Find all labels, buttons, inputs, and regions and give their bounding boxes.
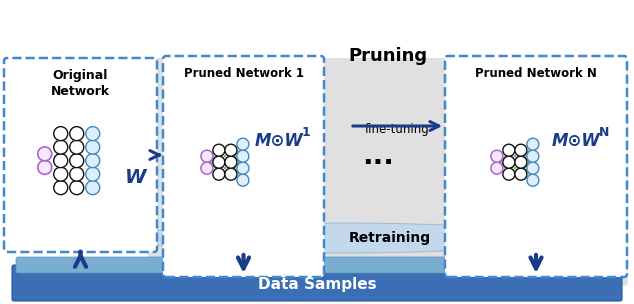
Circle shape	[491, 162, 503, 174]
Text: M⊙W: M⊙W	[255, 132, 304, 150]
Circle shape	[38, 161, 52, 174]
Text: Pruning: Pruning	[349, 47, 427, 65]
Circle shape	[527, 138, 539, 150]
Circle shape	[515, 144, 527, 156]
Circle shape	[201, 150, 213, 162]
Circle shape	[70, 181, 84, 195]
Text: fine-tuning: fine-tuning	[365, 123, 429, 136]
Circle shape	[213, 156, 225, 168]
Circle shape	[86, 154, 100, 168]
Circle shape	[503, 168, 515, 180]
FancyBboxPatch shape	[445, 56, 627, 277]
Circle shape	[70, 154, 84, 168]
Circle shape	[38, 147, 52, 161]
Circle shape	[527, 174, 539, 186]
Circle shape	[54, 167, 68, 181]
Circle shape	[86, 181, 100, 195]
Circle shape	[213, 168, 225, 180]
FancyBboxPatch shape	[16, 257, 618, 273]
FancyBboxPatch shape	[163, 56, 324, 277]
Circle shape	[515, 168, 527, 180]
Circle shape	[201, 162, 213, 174]
Circle shape	[503, 156, 515, 168]
Circle shape	[225, 156, 237, 168]
Text: N: N	[599, 126, 610, 139]
Circle shape	[515, 156, 527, 168]
Text: Original
Network: Original Network	[51, 69, 110, 98]
Circle shape	[54, 127, 68, 141]
Circle shape	[527, 150, 539, 162]
Circle shape	[54, 154, 68, 168]
Ellipse shape	[130, 223, 550, 253]
Text: Pruned Network 1: Pruned Network 1	[183, 67, 304, 80]
Text: Data Samples: Data Samples	[257, 277, 377, 292]
Circle shape	[70, 140, 84, 154]
Text: Pruned Network N: Pruned Network N	[475, 67, 597, 80]
Circle shape	[225, 168, 237, 180]
Circle shape	[503, 144, 515, 156]
Circle shape	[491, 150, 503, 162]
FancyBboxPatch shape	[148, 58, 628, 286]
FancyBboxPatch shape	[4, 58, 157, 252]
Text: 1: 1	[302, 126, 311, 139]
Circle shape	[527, 162, 539, 174]
Circle shape	[237, 174, 249, 186]
Circle shape	[225, 144, 237, 156]
Circle shape	[70, 167, 84, 181]
Circle shape	[86, 140, 100, 154]
Circle shape	[237, 162, 249, 174]
Circle shape	[54, 140, 68, 154]
Circle shape	[237, 150, 249, 162]
Circle shape	[213, 144, 225, 156]
Circle shape	[86, 127, 100, 141]
Circle shape	[86, 167, 100, 181]
Text: W: W	[126, 168, 146, 187]
Text: M⊙W: M⊙W	[552, 132, 601, 150]
Circle shape	[70, 127, 84, 141]
FancyBboxPatch shape	[12, 265, 622, 301]
Circle shape	[237, 138, 249, 150]
Text: Retraining: Retraining	[349, 231, 431, 245]
Text: ...: ...	[362, 142, 394, 170]
Circle shape	[54, 181, 68, 195]
